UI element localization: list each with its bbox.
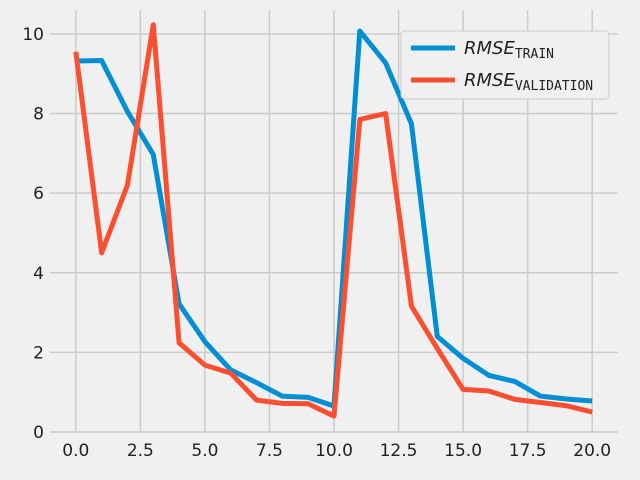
legend: RMSETRAIN RMSEVALIDATION [400, 30, 610, 100]
y-tick-label: 6 [33, 184, 44, 204]
legend-label-validation-main: RMSE [464, 70, 515, 91]
y-tick-label: 8 [33, 105, 44, 125]
y-tick-label: 10 [22, 25, 44, 45]
x-tick-label: 12.5 [380, 441, 418, 461]
y-tick-label: 0 [33, 423, 44, 443]
legend-label-train-main: RMSE [464, 38, 515, 59]
x-tick-label: 2.5 [127, 441, 154, 461]
x-tick-label: 0.0 [62, 441, 89, 461]
series-lines [73, 22, 593, 419]
x-tick-label: 17.5 [509, 441, 547, 461]
legend-label-validation-sub: VALIDATION [515, 79, 593, 94]
series-line-validation [73, 22, 593, 419]
x-tick-label: 5.0 [191, 441, 218, 461]
x-tick-label: 15.0 [444, 441, 482, 461]
y-tick-label: 4 [33, 264, 44, 284]
y-tick-label: 2 [33, 343, 44, 363]
legend-label-validation: RMSEVALIDATION [464, 70, 593, 94]
x-tick-label: 10.0 [315, 441, 353, 461]
legend-label-train: RMSETRAIN [464, 38, 554, 62]
x-tick-label: 20.0 [573, 441, 611, 461]
x-tick-label: 7.5 [256, 441, 283, 461]
tick-labels: 0.0 2.5 5.0 7.5 10.0 12.5 15.0 17.5 20.0 0 2 4 6 8 10 [22, 25, 611, 461]
legend-label-train-sub: TRAIN [515, 47, 554, 62]
